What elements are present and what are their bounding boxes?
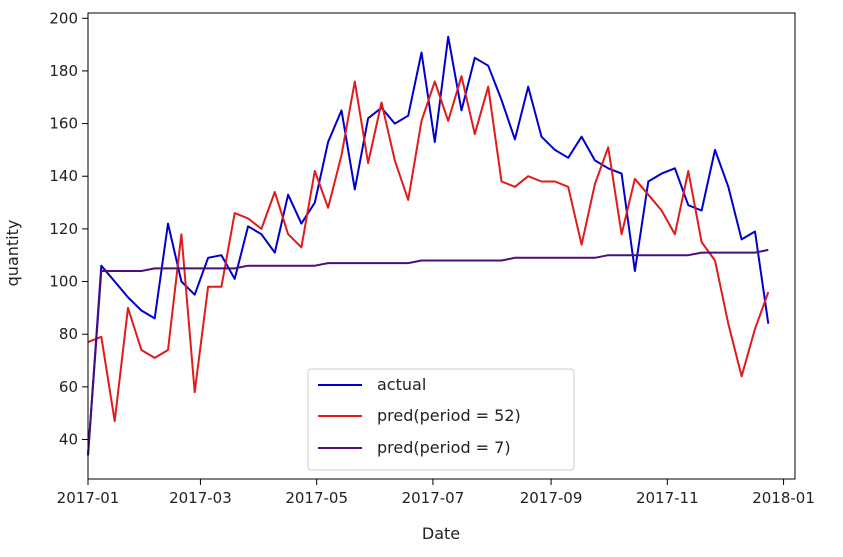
x-axis-title: Date <box>422 524 460 543</box>
y-tick-label: 120 <box>49 220 78 238</box>
x-tick-label: 2017-03 <box>169 489 232 507</box>
legend-label-pred-7: pred(period = 7) <box>377 438 511 457</box>
legend: actual pred(period = 52) pred(period = 7… <box>307 368 575 471</box>
y-tick-label: 100 <box>49 273 78 291</box>
x-tick-label: 2017-05 <box>285 489 348 507</box>
legend-label-pred-52: pred(period = 52) <box>377 406 521 425</box>
x-tick-label: 2018-01 <box>752 489 815 507</box>
series-line-pred-52 <box>87 75 770 423</box>
legend-label-actual: actual <box>377 375 426 394</box>
y-axis-title: quantity <box>3 220 22 287</box>
y-tick-label: 160 <box>49 115 78 133</box>
y-axis: 40 60 80 100 120 140 160 180 200 <box>49 9 88 449</box>
y-tick-label: 200 <box>49 9 78 27</box>
y-tick-label: 140 <box>49 167 78 185</box>
x-tick-label: 2017-11 <box>636 489 699 507</box>
series-layer <box>87 35 770 456</box>
x-axis: 2017-01 2017-03 2017-05 2017-07 2017-09 2017-… <box>57 479 815 507</box>
series-line-actual <box>87 35 770 456</box>
plot-area-frame <box>87 12 796 480</box>
y-tick-label: 80 <box>59 325 78 343</box>
y-tick-label: 60 <box>59 378 78 396</box>
x-tick-label: 2017-09 <box>520 489 583 507</box>
y-tick-label: 180 <box>49 62 78 80</box>
x-tick-label: 2017-07 <box>402 489 465 507</box>
y-tick-label: 40 <box>59 431 78 449</box>
legend-frame <box>307 368 575 471</box>
x-tick-label: 2017-01 <box>57 489 120 507</box>
series-line-pred-7 <box>87 248 769 456</box>
